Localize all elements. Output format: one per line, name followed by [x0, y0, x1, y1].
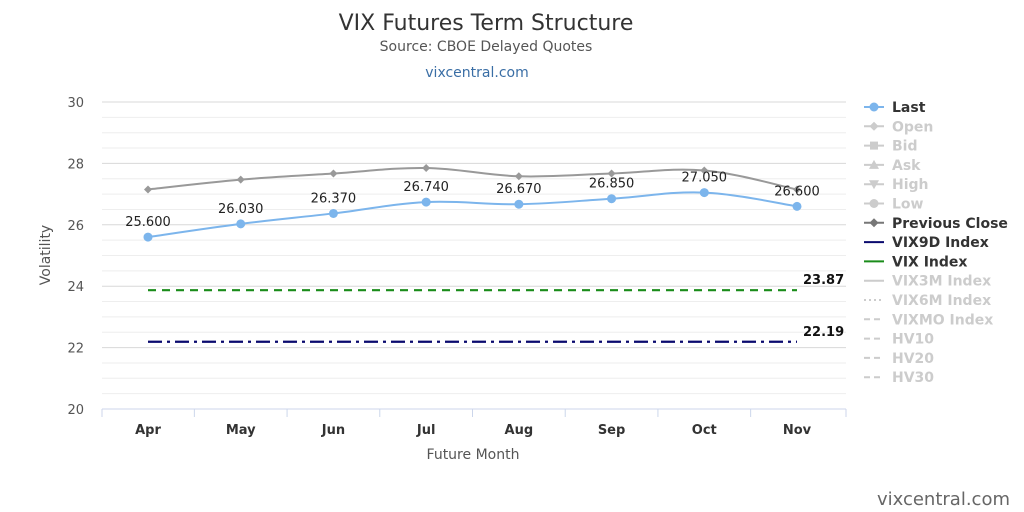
data-labels: 25.600 26.030 26.370 26.740 26.670 26.850 27.0…: [125, 171, 820, 231]
data-point[interactable]: [514, 199, 524, 209]
data-label: 26.740: [403, 180, 449, 195]
legend: Last Open Bid Ask High Low Previous Close VIX9D…: [864, 100, 1008, 386]
x-tick-label: May: [226, 423, 256, 438]
legend-marker: [870, 141, 878, 150]
legend-label: VIX Index: [892, 254, 967, 270]
x-tick-label: Nov: [783, 423, 812, 438]
data-point[interactable]: [699, 188, 709, 198]
data-point[interactable]: [328, 208, 338, 218]
data-point[interactable]: [421, 197, 431, 207]
legend-marker: [869, 199, 879, 208]
grid-lines: [102, 101, 846, 410]
legend-marker: [869, 102, 879, 112]
data-point[interactable]: [144, 185, 152, 194]
legend-label: VIX3M Index: [892, 274, 991, 290]
legend-label: Open: [892, 119, 933, 135]
reference-lines: 23.87 22.19: [148, 273, 844, 343]
legend-label: HV10: [892, 332, 934, 348]
legend-item[interactable]: Low: [864, 197, 924, 213]
legend-label: VIXMO Index: [892, 312, 993, 328]
data-point[interactable]: [514, 172, 523, 181]
legend-label: Ask: [892, 158, 921, 174]
data-point[interactable]: [607, 169, 616, 178]
data-point[interactable]: [422, 164, 431, 173]
reference-line-label: 23.87: [803, 273, 844, 288]
legend-item[interactable]: Open: [864, 119, 933, 135]
x-tick-label: Jul: [416, 423, 436, 438]
legend-label: Last: [892, 100, 926, 116]
legend-item[interactable]: HV10: [864, 332, 934, 348]
reference-line-label: 22.19: [803, 325, 844, 340]
chart-subtitle: Source: CBOE Delayed Quotes: [380, 39, 593, 55]
series-line-previous-close: [147, 166, 798, 191]
data-point[interactable]: [236, 175, 245, 184]
legend-label: Previous Close: [892, 216, 1008, 232]
data-label: 27.050: [682, 171, 728, 186]
series-group: [143, 164, 802, 242]
legend-item[interactable]: Last: [864, 100, 926, 116]
data-point[interactable]: [329, 169, 338, 178]
y-axis-ticks: 20 22 24 26 28 30: [67, 96, 84, 418]
x-axis-labels: Apr May Jun Jul Aug Sep Oct Nov: [135, 423, 812, 438]
legend-label: HV20: [892, 351, 934, 367]
x-tick-label: Sep: [598, 423, 626, 438]
series-line-last: [147, 191, 798, 239]
legend-item[interactable]: VIXMO Index: [864, 312, 993, 328]
legend-item[interactable]: Previous Close: [864, 216, 1008, 232]
legend-item[interactable]: Ask: [864, 158, 921, 174]
legend-item[interactable]: VIX9D Index: [864, 235, 989, 251]
data-label: 26.600: [774, 184, 820, 199]
data-point[interactable]: [236, 219, 246, 229]
legend-label: Bid: [892, 139, 918, 155]
legend-label: High: [892, 177, 929, 193]
legend-label: Low: [892, 197, 924, 213]
legend-marker: [869, 159, 879, 169]
y-tick-label: 28: [67, 157, 84, 172]
legend-label: VIX9D Index: [892, 235, 989, 251]
data-label: 25.600: [125, 215, 171, 230]
y-tick-label: 26: [67, 219, 84, 234]
legend-item[interactable]: VIX3M Index: [864, 274, 991, 290]
y-tick-label: 22: [67, 342, 84, 357]
legend-item[interactable]: VIX6M Index: [864, 293, 991, 309]
y-tick-label: 20: [67, 403, 84, 418]
data-point[interactable]: [143, 232, 153, 242]
data-label: 26.030: [218, 202, 264, 217]
x-axis-tick-marks: [101, 409, 847, 417]
chart-title: VIX Futures Term Structure: [339, 11, 634, 36]
legend-item[interactable]: Bid: [864, 139, 918, 155]
x-tick-label: Oct: [692, 423, 717, 438]
data-point[interactable]: [700, 166, 709, 175]
x-tick-label: Aug: [505, 423, 534, 438]
legend-item[interactable]: HV20: [864, 351, 934, 367]
legend-item[interactable]: VIX Index: [864, 254, 967, 270]
y-tick-label: 24: [67, 280, 84, 295]
legend-marker: [869, 218, 879, 228]
legend-marker: [869, 121, 879, 131]
legend-item[interactable]: High: [864, 177, 929, 193]
credit-link[interactable]: vixcentral.com: [877, 489, 1010, 510]
x-tick-label: Jun: [321, 423, 345, 438]
data-point[interactable]: [792, 201, 802, 211]
site-link[interactable]: vixcentral.com: [425, 65, 528, 81]
data-label: 26.370: [311, 191, 357, 206]
legend-item[interactable]: HV30: [864, 370, 934, 386]
data-point[interactable]: [793, 185, 801, 194]
x-tick-label: Apr: [135, 423, 161, 438]
legend-label: VIX6M Index: [892, 293, 991, 309]
legend-label: HV30: [892, 370, 934, 386]
legend-marker: [869, 180, 879, 190]
data-label: 26.670: [496, 182, 542, 197]
data-point[interactable]: [607, 194, 617, 204]
y-axis-title: Volatility: [38, 225, 54, 285]
y-tick-label: 30: [67, 96, 84, 111]
data-label: 26.850: [589, 177, 635, 192]
x-axis-title: Future Month: [427, 447, 520, 463]
